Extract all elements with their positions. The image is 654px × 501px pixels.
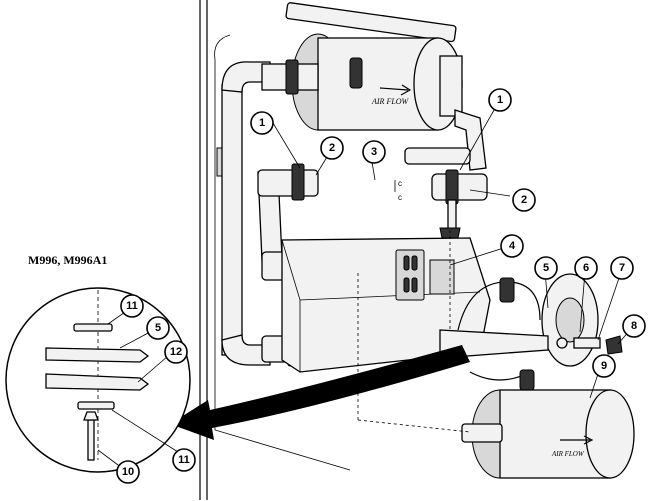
detail-callout-12: 12 [164,340,188,364]
callout-2b: 2 [512,188,536,212]
callout-7: 7 [610,256,634,280]
callout-5: 5 [534,256,558,280]
svg-text:9: 9 [601,360,607,372]
svg-text:12: 12 [170,346,182,358]
callout-9: 9 [592,354,616,378]
replacement-filter-canister: AIR FLOW [461,389,635,479]
svg-text:8: 8 [631,320,637,332]
callout-1a: 1 [250,111,274,135]
svg-text:5: 5 [155,322,161,334]
callout-2a: 2 [320,136,344,160]
filter-flow-text: AIR FLOW [371,97,410,106]
filter-flow-text-lower: AIR FLOW [551,450,585,458]
svg-text:4: 4 [509,240,516,252]
leader-lines [269,102,631,433]
svg-text:11: 11 [178,454,190,466]
svg-text:11: 11 [126,300,138,312]
svg-text:6: 6 [583,262,589,274]
detail-callout-11a: 11 [120,294,144,318]
svg-text:1: 1 [497,94,503,106]
detail-callout-11b: 11 [172,448,196,472]
callout-4: 4 [500,234,524,258]
svg-text:c: c [398,179,402,188]
callout-6: 6 [574,256,598,280]
callout-1b: 1 [488,88,512,112]
svg-text:5: 5 [543,262,549,274]
detail-arrow [170,345,470,440]
svg-text:1: 1 [259,117,265,129]
svg-text:c: c [398,193,402,202]
clamp-ring-assembly [439,273,623,391]
mounting-bracket: c c [281,179,491,373]
right-hose-connector [404,147,488,239]
svg-text:10: 10 [122,466,134,478]
detail-view: M996, M996A1 [5,253,191,473]
svg-text:3: 3 [371,146,377,158]
svg-text:7: 7 [619,262,625,274]
upper-filter-canister: AIR FLOW [261,2,487,171]
detail-callout-10: 10 [116,460,140,484]
vertical-pipe-assembly [221,61,271,366]
detail-callout-5: 5 [146,316,170,340]
callout-8: 8 [622,314,646,338]
callout-3: 3 [362,140,386,164]
svg-text:2: 2 [521,194,527,206]
svg-text:2: 2 [329,142,335,154]
model-label: M996, M996A1 [28,253,107,267]
